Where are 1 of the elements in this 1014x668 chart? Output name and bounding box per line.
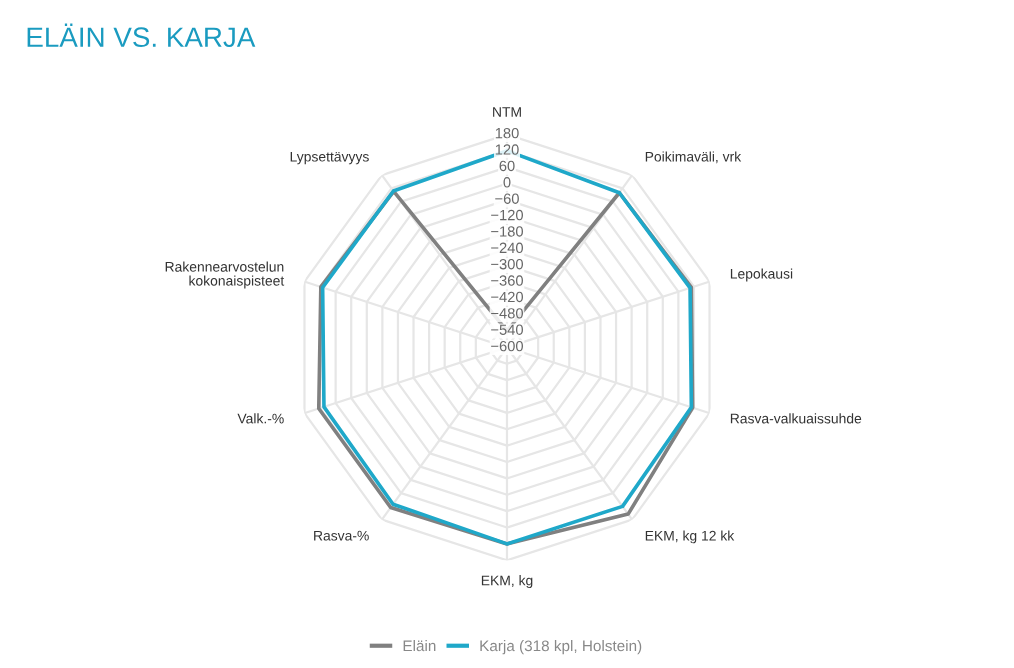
chart-title: ELÄIN VS. KARJA: [27, 23, 256, 48]
